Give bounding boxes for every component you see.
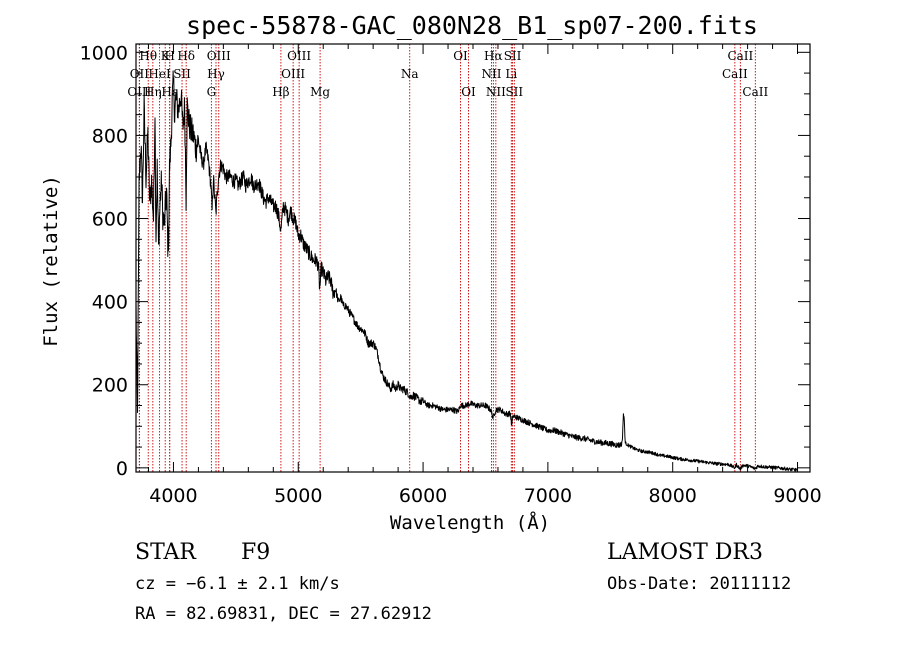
object-subclass: F9 <box>241 540 270 565</box>
spectral-line-label: G <box>207 85 217 99</box>
spectrum-line <box>135 70 798 472</box>
object-class: STAR <box>135 540 197 565</box>
spectral-line-label: Hβ <box>272 85 289 99</box>
spectral-line-label: K <box>161 49 171 63</box>
spectral-line-label: Hη <box>144 85 162 99</box>
spectral-line-label: OIII <box>207 49 231 63</box>
spectral-line-label: OIII <box>281 67 305 81</box>
spectral-line-label: OI <box>453 49 468 63</box>
spectral-line-markers <box>138 44 756 472</box>
spectral-line-label: NII <box>486 85 506 99</box>
spectral-line-label: H <box>164 49 174 63</box>
spectral-line-label: CaII <box>722 67 748 81</box>
spectral-line-label: Mg <box>310 85 330 99</box>
spectrum-series <box>135 70 798 472</box>
spectral-line-label: OII <box>130 67 150 81</box>
spectral-line-label: SII <box>505 85 523 99</box>
x-axis-label: Wavelength (Å) <box>390 511 550 534</box>
spectral-line-label: HeI <box>148 67 171 81</box>
y-tick-label: 1000 <box>80 42 128 64</box>
x-tick-label: 4000 <box>149 485 197 507</box>
plot-frame <box>135 43 811 473</box>
spectral-line-label: Hα <box>484 49 503 63</box>
x-tick-label: 5000 <box>274 485 322 507</box>
spectral-line-label: NII <box>481 67 501 81</box>
spectral-line-label: Hθ <box>139 49 157 63</box>
spectral-line-label: OIII <box>287 49 311 63</box>
y-tick-label: 400 <box>92 292 128 314</box>
coordinates: RA = 82.69831, DEC = 27.62912 <box>135 604 432 624</box>
chart-title: spec-55878-GAC_080N28_B1_sp07-200.fits <box>186 11 758 40</box>
observation-date: Obs-Date: 20111112 <box>607 574 791 594</box>
spectral-line-label: SII <box>504 49 522 63</box>
y-tick-label: 0 <box>116 458 128 480</box>
y-tick-label: 600 <box>92 209 128 231</box>
y-tick-label: 800 <box>92 125 128 147</box>
x-tick-label: 8000 <box>649 485 697 507</box>
spectral-line-label: Li <box>505 67 517 81</box>
plot-border <box>135 43 811 473</box>
spectral-line-label: CaII <box>742 85 768 99</box>
survey-name: LAMOST DR3 <box>607 540 763 565</box>
spectral-line-label: OIII <box>127 85 151 99</box>
redshift-cz: cz = −6.1 ± 2.1 km/s <box>135 574 340 594</box>
spectral-line-label: CaII <box>727 49 753 63</box>
spectral-line-label: Hδ <box>177 49 195 63</box>
x-tick-label: 9000 <box>773 485 821 507</box>
spectral-line-label: SII <box>173 67 191 81</box>
y-axis-label: Flux (relative) <box>40 175 62 347</box>
spectral-line-label: OI <box>461 85 476 99</box>
y-tick-label: 200 <box>92 375 128 397</box>
axis-ticks: 4000 5000 6000 7000 8000 9000 0 200 400 600 800 100… <box>80 42 822 507</box>
x-tick-label: 6000 <box>399 485 447 507</box>
x-tick-label: 7000 <box>524 485 572 507</box>
spectral-line-label: Na <box>401 67 419 81</box>
spectral-line-label: Hγ <box>207 67 225 81</box>
